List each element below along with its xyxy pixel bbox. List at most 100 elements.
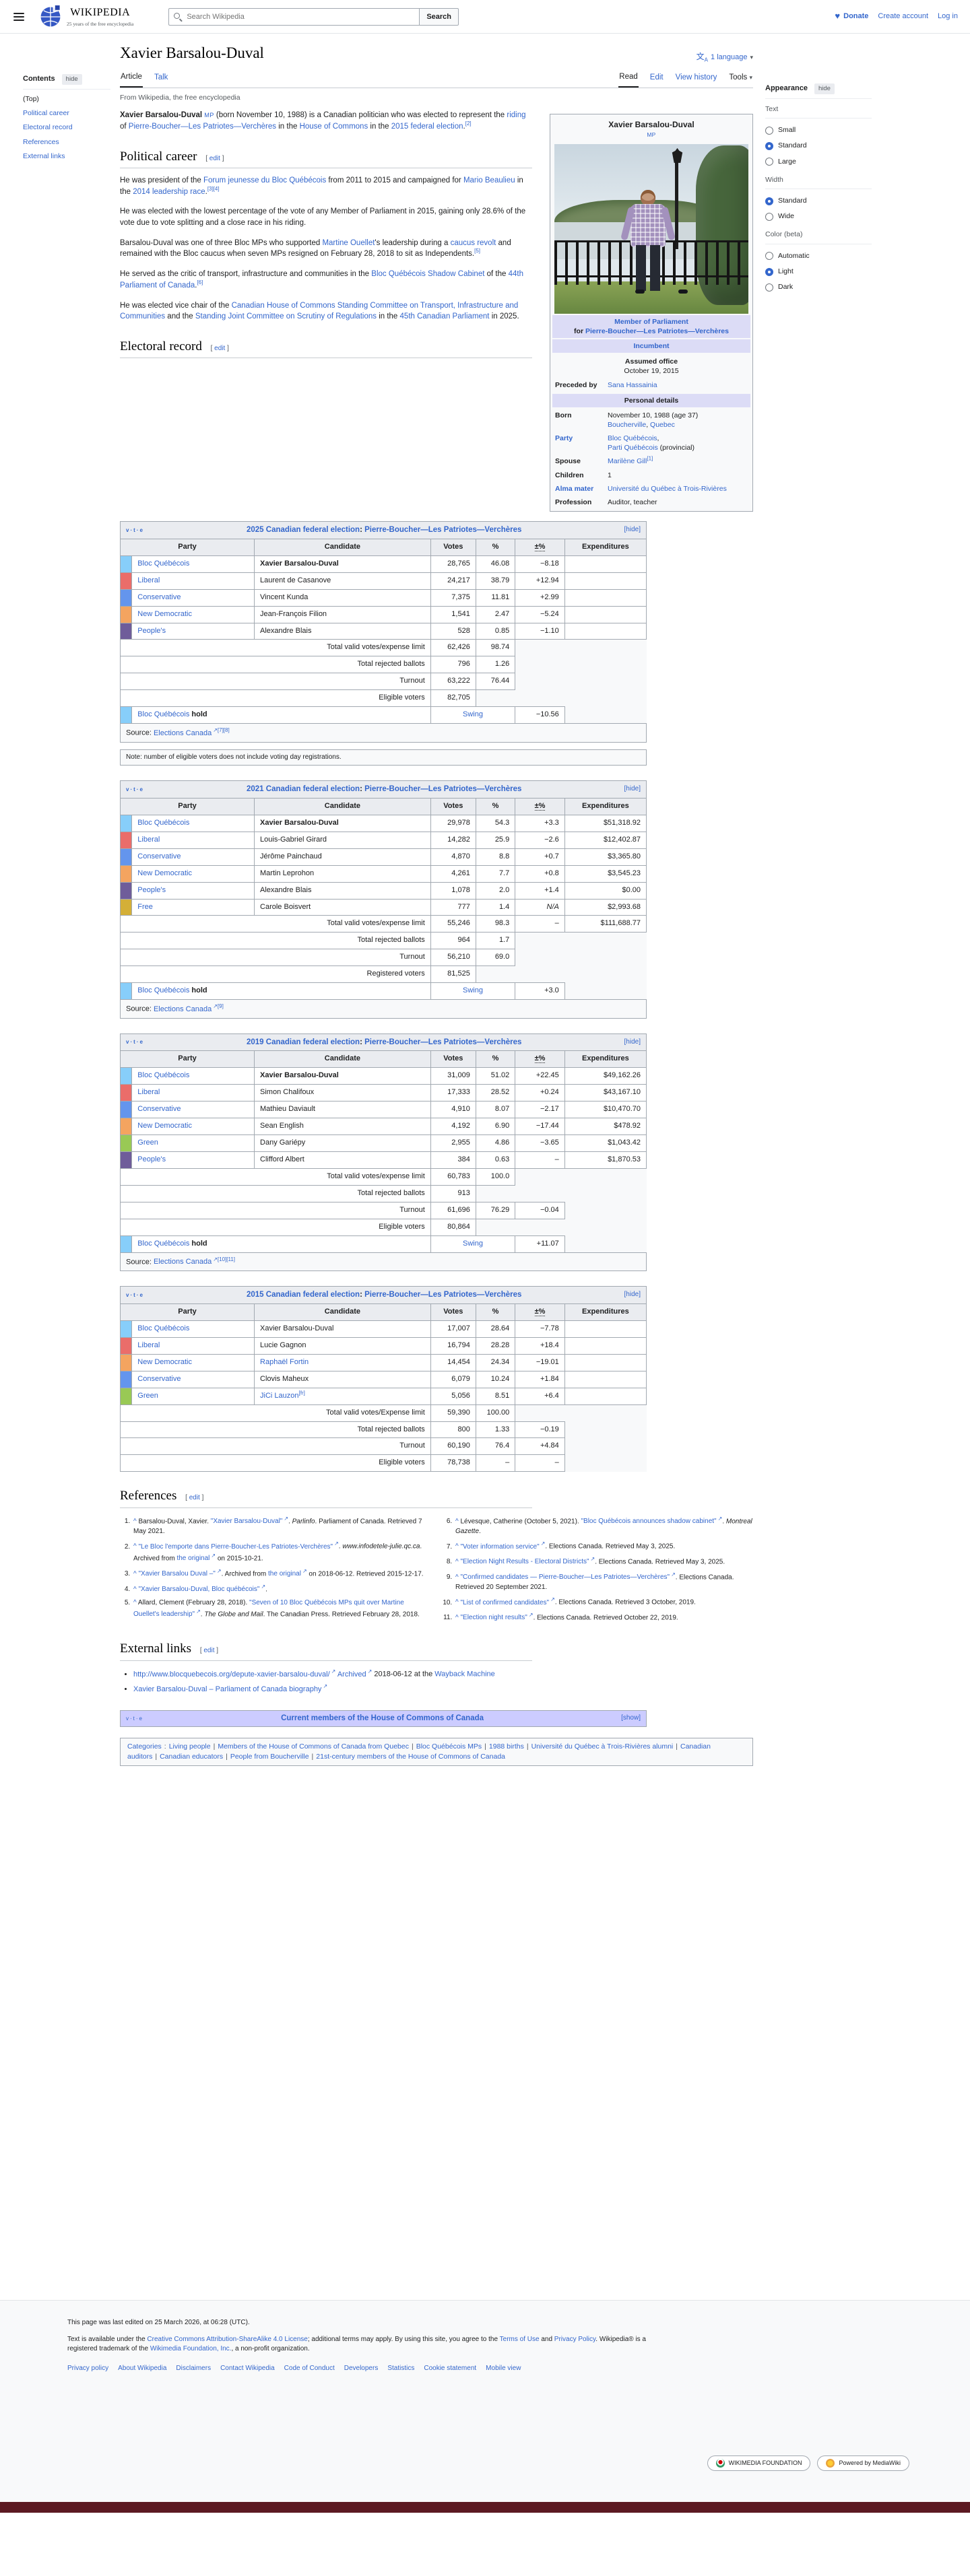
- navbox-title-link[interactable]: Current members of the House of Commons …: [281, 1714, 484, 1723]
- radio-button[interactable]: [765, 126, 773, 135]
- appearance-hide-button[interactable]: hide: [814, 83, 835, 94]
- radio-button[interactable]: [765, 267, 773, 276]
- language-selector[interactable]: 文A 1 language ▾: [696, 52, 753, 63]
- appearance-option-small[interactable]: Small: [765, 123, 872, 138]
- wiki-link[interactable]: Wikimedia Foundation, Inc.: [150, 2345, 232, 2352]
- wiki-link[interactable]: Pierre-Boucher—Les Patriotes—Verchères: [585, 327, 729, 335]
- wiki-link[interactable]: Wayback Machine: [434, 1670, 495, 1679]
- wiki-link[interactable]: Parti Québécois: [608, 444, 658, 452]
- category-link[interactable]: Canadian educators: [160, 1752, 224, 1761]
- wiki-link[interactable]: Member of Parliament: [614, 317, 688, 326]
- candidate-link[interactable]: Raphaël Fortin: [260, 1357, 309, 1366]
- reference-link[interactable]: [2]: [465, 121, 472, 127]
- category-link[interactable]: Université du Québec à Trois-Rivières al…: [531, 1742, 674, 1751]
- toc-hide-button[interactable]: hide: [61, 74, 82, 85]
- wiki-link[interactable]: riding: [507, 111, 526, 120]
- radio-button[interactable]: [765, 158, 773, 166]
- wiki-link[interactable]: Alma mater: [555, 484, 594, 493]
- footer-link[interactable]: Contact Wikipedia: [220, 2364, 275, 2372]
- wiki-link[interactable]: Terms of Use: [499, 2335, 540, 2343]
- radio-button[interactable]: [765, 212, 773, 221]
- party-link[interactable]: Bloc Québécois: [137, 710, 190, 719]
- external-link[interactable]: "Seven of 10 Bloc Québécois MPs quit ove…: [133, 1599, 404, 1619]
- toc-link[interactable]: Political career: [23, 109, 69, 118]
- party-link[interactable]: New Democratic: [137, 1357, 192, 1366]
- tab-article[interactable]: Article: [120, 68, 143, 88]
- appearance-option-dark[interactable]: Dark: [765, 279, 872, 295]
- external-link[interactable]: Archived: [337, 1670, 373, 1679]
- toc-link[interactable]: External links: [23, 151, 65, 160]
- wiki-link[interactable]: Party: [555, 434, 573, 443]
- toc-link[interactable]: Electoral record: [23, 123, 73, 132]
- reference-link[interactable]: [6]: [197, 279, 203, 285]
- reference-link[interactable]: [3][4]: [207, 185, 220, 192]
- view-read[interactable]: Read: [618, 68, 639, 88]
- wiki-link[interactable]: ^: [455, 1573, 459, 1582]
- wiki-link[interactable]: 2021 Canadian federal election: [246, 785, 360, 794]
- navbox-show-button[interactable]: [show]: [621, 1714, 641, 1722]
- wiki-link[interactable]: Pierre-Boucher—Les Patriotes—Verchères: [128, 122, 277, 131]
- wiki-link[interactable]: ^: [133, 1586, 137, 1594]
- external-link[interactable]: "Xavier Barsalou Duval –": [138, 1570, 221, 1578]
- create-account-link[interactable]: Create account: [878, 11, 929, 20]
- party-link[interactable]: Conservative: [137, 592, 181, 601]
- external-link[interactable]: "Confirmed candidates — Pierre-Boucher—L…: [460, 1573, 675, 1581]
- party-link[interactable]: Green: [137, 1139, 158, 1147]
- appearance-option-large[interactable]: Large: [765, 154, 872, 170]
- external-link[interactable]: "List of confirmed candidates": [460, 1599, 554, 1606]
- search-button[interactable]: Search: [419, 7, 459, 26]
- external-link[interactable]: "Le Bloc l'emporte dans Pierre-Boucher-L…: [138, 1543, 338, 1551]
- candidate-link[interactable]: JiCi Lauzon: [260, 1391, 299, 1400]
- party-link[interactable]: Liberal: [137, 576, 160, 584]
- footer-link[interactable]: Disclaimers: [176, 2364, 212, 2372]
- wiki-link[interactable]: Bloc Québécois Shadow Cabinet: [371, 270, 485, 279]
- radio-button[interactable]: [765, 197, 773, 205]
- appearance-option-standard[interactable]: Standard: [765, 193, 872, 209]
- vte-links[interactable]: v·t·e: [126, 1291, 144, 1298]
- mediawiki-badge[interactable]: Powered by MediaWiki: [817, 2455, 909, 2471]
- wikipedia-logo[interactable]: WIKIPEDIA 25 years of the free encyclope…: [39, 5, 133, 28]
- wiki-link[interactable]: Mario Beaulieu: [463, 176, 515, 185]
- reference-link[interactable]: [1]: [647, 455, 653, 462]
- login-link[interactable]: Log in: [938, 11, 958, 20]
- wiki-link[interactable]: Quebec: [650, 420, 675, 429]
- footer-link[interactable]: Developers: [344, 2364, 379, 2372]
- wiki-link[interactable]: 2015 Canadian federal election: [246, 1291, 360, 1299]
- swing-link[interactable]: Swing: [463, 1239, 483, 1248]
- appearance-option-wide[interactable]: Wide: [765, 209, 872, 224]
- wiki-link[interactable]: Canadian House of Commons Standing Commi…: [120, 301, 519, 321]
- appearance-option-automatic[interactable]: Automatic: [765, 248, 872, 264]
- external-link[interactable]: "Election Night Results - Electoral Dist…: [460, 1558, 595, 1565]
- vte-links[interactable]: v·t·e: [126, 527, 144, 533]
- reference-link[interactable]: [5]: [474, 248, 481, 255]
- party-link[interactable]: Bloc Québécois: [137, 1239, 190, 1248]
- reference-link[interactable]: [7][8]: [217, 727, 230, 734]
- wiki-link[interactable]: ^: [455, 1543, 459, 1551]
- external-link[interactable]: "Xavier Barsalou-Duval": [211, 1518, 288, 1525]
- external-link[interactable]: Elections Canada: [154, 729, 218, 737]
- appearance-option-light[interactable]: Light: [765, 264, 872, 279]
- wiki-link[interactable]: ^: [455, 1614, 459, 1622]
- external-link[interactable]: Xavier Barsalou-Duval – Parliament of Ca…: [133, 1685, 327, 1693]
- toc-item-political-career[interactable]: Political career: [23, 106, 110, 121]
- footer-link[interactable]: Code of Conduct: [284, 2364, 335, 2372]
- menu-icon[interactable]: [13, 12, 24, 21]
- footer-link[interactable]: Statistics: [387, 2364, 415, 2372]
- external-link[interactable]: "Xavier Barsalou-Duval, Bloc québécois": [138, 1586, 265, 1593]
- wiki-link[interactable]: Forum jeunesse du Bloc Québécois: [203, 176, 327, 185]
- swing-link[interactable]: Swing: [463, 986, 483, 995]
- party-link[interactable]: Bloc Québécois: [137, 1071, 190, 1080]
- party-link[interactable]: Bloc Québécois: [137, 559, 190, 568]
- wiki-link[interactable]: Creative Commons Attribution-ShareAlike …: [147, 2335, 308, 2343]
- footer-link[interactable]: Privacy policy: [67, 2364, 109, 2372]
- toc-link[interactable]: References: [23, 137, 59, 146]
- table-hide-button[interactable]: [hide]: [624, 1291, 641, 1299]
- wiki-link[interactable]: ^: [455, 1598, 459, 1606]
- party-link[interactable]: Liberal: [137, 835, 160, 844]
- wiki-link[interactable]: Martine Ouellet: [322, 238, 375, 247]
- category-link[interactable]: Members of the House of Commons of Canad…: [218, 1742, 409, 1751]
- category-link[interactable]: 21st-century members of the House of Com…: [316, 1752, 505, 1761]
- wiki-link[interactable]: ^: [455, 1518, 459, 1526]
- wiki-link[interactable]: Bloc Québécois: [608, 434, 657, 443]
- party-link[interactable]: New Democratic: [137, 609, 192, 618]
